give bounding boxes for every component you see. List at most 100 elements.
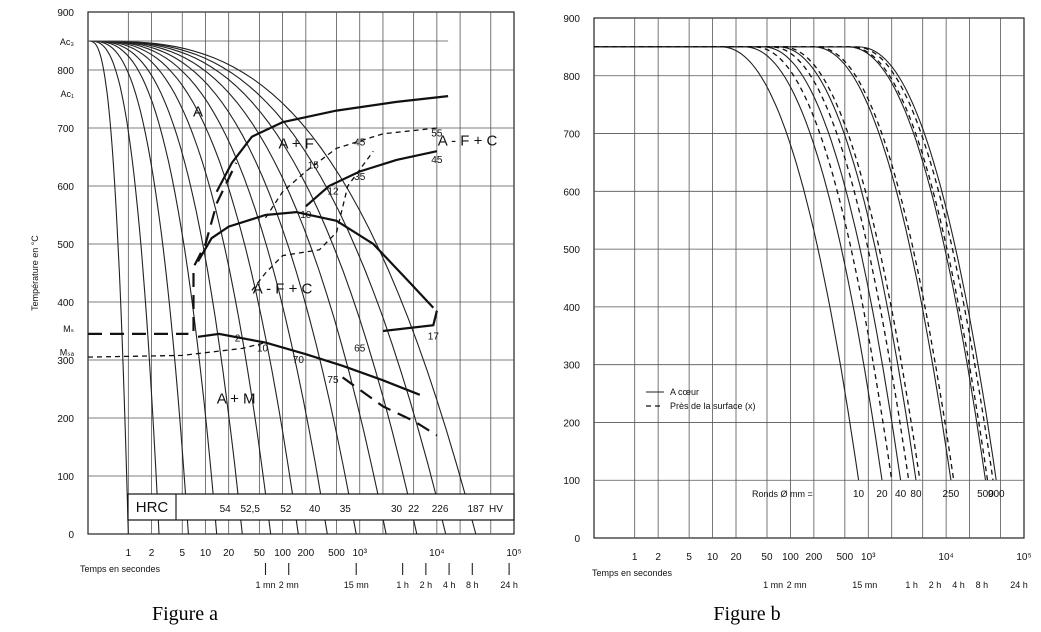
ferrite-start-line: [215, 95, 449, 193]
msa-line: [87, 341, 266, 358]
x-tick-label: 2: [149, 548, 155, 559]
cooling-curve: [88, 40, 272, 535]
y-tick-label: 200: [563, 418, 580, 429]
y-tick-label: 500: [563, 245, 580, 256]
lower-boundary: [341, 376, 438, 437]
y-tick-label: 800: [563, 72, 580, 83]
y-tick-label: 200: [57, 414, 74, 425]
x-axis-label: Temps en secondes: [592, 568, 673, 578]
x-tick-label: 50: [761, 552, 773, 563]
hardness-label: 70: [293, 355, 305, 366]
bainite-end: [382, 310, 438, 333]
x-tick-label: 10: [707, 552, 719, 563]
x-tick-label: 1: [632, 552, 638, 563]
legend-solid-label: A cœur: [670, 387, 699, 397]
y-tick-label: 800: [57, 66, 74, 77]
series-curve: [594, 46, 910, 481]
x-tick-label: 5: [686, 552, 692, 563]
hardness-box: [127, 493, 515, 521]
hardness-value: 54: [220, 504, 232, 515]
x-tick-label: 200: [297, 548, 314, 559]
region-label: A - F + C: [253, 280, 313, 297]
diameter-label: 250: [943, 489, 960, 500]
y-tick-label: 100: [563, 476, 580, 487]
region-label: A - F + C: [438, 132, 498, 149]
region-label: A + M: [217, 391, 256, 408]
martensite-line: [197, 332, 421, 396]
time-label: 15 mn: [344, 580, 369, 590]
hardness-label: 55: [431, 129, 443, 140]
time-label: 1 h: [905, 580, 918, 590]
time-label: 4 h: [952, 580, 965, 590]
hardness-value: 40: [309, 504, 321, 515]
y-special-label: Ac₃: [60, 37, 75, 47]
y-tick-label: 600: [563, 187, 580, 198]
hardness-value: 226: [432, 504, 449, 515]
y-tick-label: 100: [57, 472, 74, 483]
time-label: 2 h: [420, 580, 433, 590]
y-tick-label: 400: [563, 303, 580, 314]
bainite-start-line: [197, 210, 435, 309]
hardness-label: 12: [327, 187, 339, 198]
hardness-label: 65: [354, 343, 366, 354]
series-curve: [594, 46, 994, 481]
cooling-curve: [88, 40, 129, 535]
hardness-value: 52,5: [240, 504, 260, 515]
rounds-label: Ronds Ø mm =: [752, 489, 813, 499]
hardness-label: 10: [257, 343, 269, 354]
time-label: 1 mn: [255, 580, 275, 590]
y-axis-label: Température en °C: [30, 235, 40, 311]
cooling-curve: [88, 40, 299, 535]
series-curve: [594, 46, 921, 481]
figure-a: 0 100 200 300 400 500 600 700 800 900 Ac₃ Ac₁ Mₛ Mₛₐ T…: [30, 8, 522, 590]
boundary-dashed-left: [192, 162, 238, 331]
diameter-label: 40: [895, 489, 907, 500]
dashed-pearlite: [264, 127, 437, 219]
x-tick-label: 20: [223, 548, 235, 559]
cooling-curve: [88, 40, 328, 535]
x-tick-label: 2: [655, 552, 661, 563]
region-label: A + F: [278, 135, 313, 152]
x-tick-label: 100: [274, 548, 291, 559]
y-special-label: Mₛ: [63, 324, 74, 334]
x-tick-label: 10³: [353, 548, 368, 559]
cooling-curve: [88, 40, 189, 535]
cooling-curve: [88, 40, 243, 535]
figure-b: 0 100 200 300 400 500 600 700 800 900 1 2 5 10 20 50 100…: [563, 14, 1031, 590]
plot-frame: [87, 11, 515, 535]
time-label: 2 mn: [787, 580, 807, 590]
y-tick-label: 700: [57, 124, 74, 135]
time-label: 8 h: [466, 580, 479, 590]
y-tick-label: 300: [563, 361, 580, 372]
x-tick-label: 10: [200, 548, 212, 559]
y-tick-label: 900: [563, 14, 580, 25]
time-label: 24 h: [1010, 580, 1028, 590]
series-curve: [594, 46, 997, 481]
series-curve: [594, 46, 987, 481]
dashed-bainite: [251, 150, 374, 291]
figure-a-caption: Figure a: [152, 603, 218, 625]
time-label: 24 h: [500, 580, 518, 590]
y-tick-label: 600: [57, 182, 74, 193]
x-tick-label: 10⁴: [938, 552, 953, 563]
hv-label: HV: [489, 504, 503, 515]
x-tick-label: 500: [328, 548, 345, 559]
series-curve: [594, 46, 860, 481]
hardness-value: 22: [408, 504, 420, 515]
series-curve: [594, 46, 955, 481]
series-curve: [594, 46, 883, 481]
x-tick-label: 1: [126, 548, 132, 559]
x-tick-label: 10⁴: [429, 548, 444, 559]
y-tick-label: 400: [57, 298, 74, 309]
time-label: 8 h: [976, 580, 989, 590]
y-tick-label: 700: [563, 130, 580, 141]
figure-b-caption: Figure b: [713, 603, 780, 625]
x-tick-label: 5: [179, 548, 185, 559]
cooling-curve: [88, 40, 477, 535]
hardness-label: 17: [428, 332, 440, 343]
y-special-label: Mₛₐ: [60, 347, 75, 357]
diameter-label: 500: [977, 489, 994, 500]
y-tick-label: 0: [68, 530, 74, 541]
hardness-label: 45: [354, 137, 366, 148]
time-label: 4 h: [443, 580, 456, 590]
